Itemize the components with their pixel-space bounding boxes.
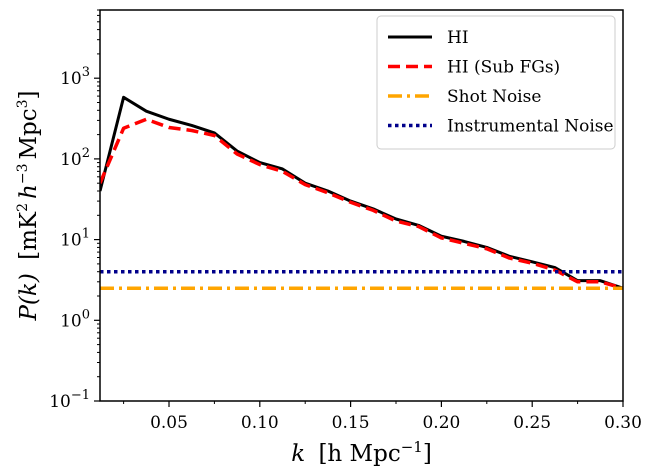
y-axis-label-unit-c: Mpc <box>16 108 42 159</box>
series-line-1 <box>100 117 623 290</box>
legend: HI HI (Sub FGs) Shot Noise Instrumental Noi… <box>376 15 616 150</box>
legend-entry-label: Instrumental Noise <box>447 117 614 137</box>
legend-entry-label: Shot Noise <box>447 87 541 107</box>
legend-box <box>376 15 616 150</box>
series-layer <box>100 95 623 290</box>
y-axis-label: P(k) [mK2h−3Mpc3] <box>15 90 42 321</box>
x-axis-label-exp: −1 <box>401 438 423 456</box>
x-axis-label-var: k <box>291 441 305 467</box>
x-axis-label: k [h Mpc−1] <box>291 438 432 467</box>
x-axis-ticks: 0.05 0.10 0.15 0.20 0.25 0.30 <box>123 401 642 433</box>
y-axis-label-var: P(k) <box>16 273 42 321</box>
legend-entry-label: HI (Sub FGs) <box>447 58 560 78</box>
y-tick-label: 10−1 <box>49 388 90 412</box>
y-axis-label-unit-a: mK <box>16 211 42 251</box>
plot-frame <box>99 9 624 402</box>
y-axis-label-unit-b: h <box>16 184 42 199</box>
y-axis-ticks: 10−1 100 101 102 103 <box>49 9 100 412</box>
x-tick-label: 0.20 <box>422 413 460 433</box>
x-tick-label: 0.25 <box>513 413 551 433</box>
series-line-0 <box>100 95 623 290</box>
x-tick-label: 0.15 <box>332 413 370 433</box>
y-tick-label: 100 <box>60 307 90 331</box>
x-axis-label-unit: h Mpc <box>327 441 400 467</box>
y-tick-label: 101 <box>60 227 90 251</box>
y-axis-label-exp-c: 3 <box>15 99 31 108</box>
y-tick-label: 103 <box>60 65 90 89</box>
legend-entry-label: HI <box>447 28 469 48</box>
y-tick-label: 102 <box>60 146 90 170</box>
y-axis-label-exp-a: 2 <box>15 203 31 212</box>
x-tick-label: 0.10 <box>241 413 279 433</box>
x-tick-label: 0.05 <box>150 413 188 433</box>
x-tick-label: 0.30 <box>604 413 642 433</box>
y-axis-label-exp-b: −3 <box>15 164 31 185</box>
